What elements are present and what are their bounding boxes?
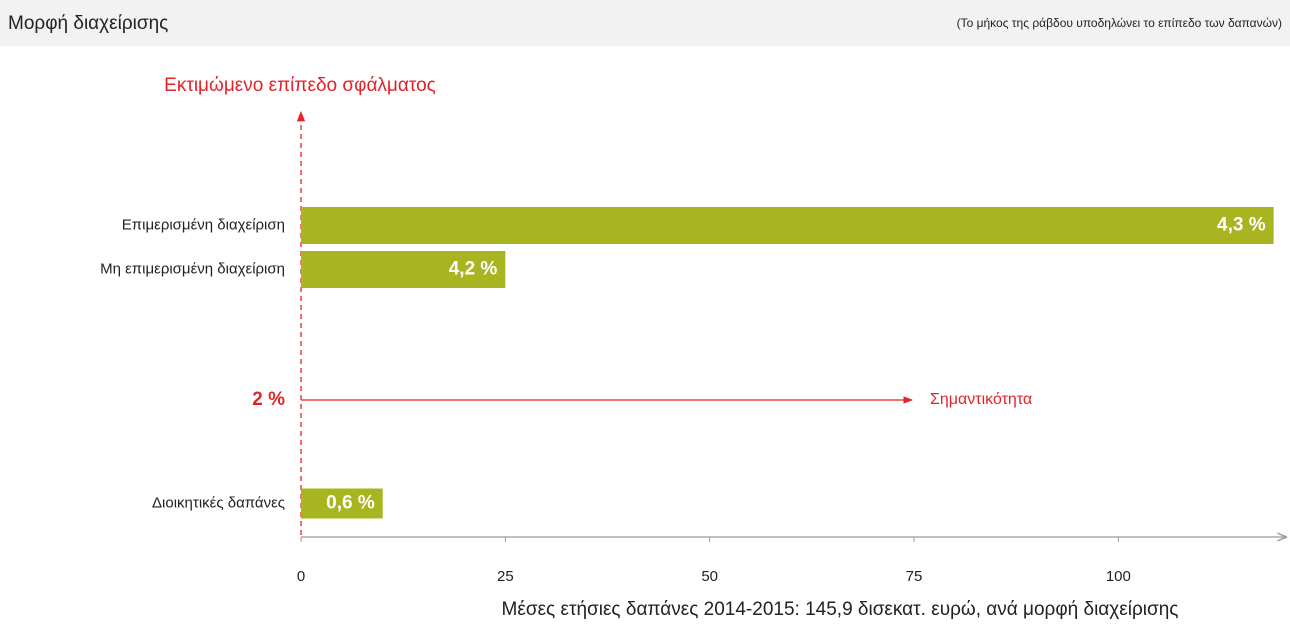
category-label: Διοικητικές δαπάνες — [152, 494, 285, 511]
bar — [301, 251, 506, 288]
chart-title: Μορφή διαχείρισης — [8, 13, 168, 34]
bar-label: 4,3 % — [1217, 215, 1266, 236]
bar-label: 0,6 % — [326, 493, 375, 514]
category-label: Μη επιμερισμένη διαχείριση — [100, 260, 285, 277]
threshold-label: 2 % — [252, 389, 285, 410]
y-axis-title: Εκτιμώμενο επίπεδο σφάλματος — [164, 75, 436, 96]
bar — [301, 488, 383, 519]
x-tick-label: 75 — [906, 568, 923, 585]
threshold-text: Σημαντικότητα — [930, 391, 1032, 408]
bar — [301, 207, 1274, 244]
x-tick-label: 25 — [497, 568, 514, 585]
x-tick-label: 50 — [701, 568, 718, 585]
category-label: Επιμερισμένη διαχείριση — [122, 216, 285, 233]
x-tick-label: 100 — [1106, 568, 1131, 585]
x-tick-label: 0 — [297, 568, 305, 585]
x-axis-title: Μέσες ετήσιες δαπάνες 2014-2015: 145,9 δ… — [502, 599, 1179, 620]
header-band — [0, 0, 1290, 46]
chart-subtitle: (Το μήκος της ράβδου υποδηλώνει το επίπε… — [957, 16, 1282, 30]
bar-label: 4,2 % — [449, 259, 498, 280]
